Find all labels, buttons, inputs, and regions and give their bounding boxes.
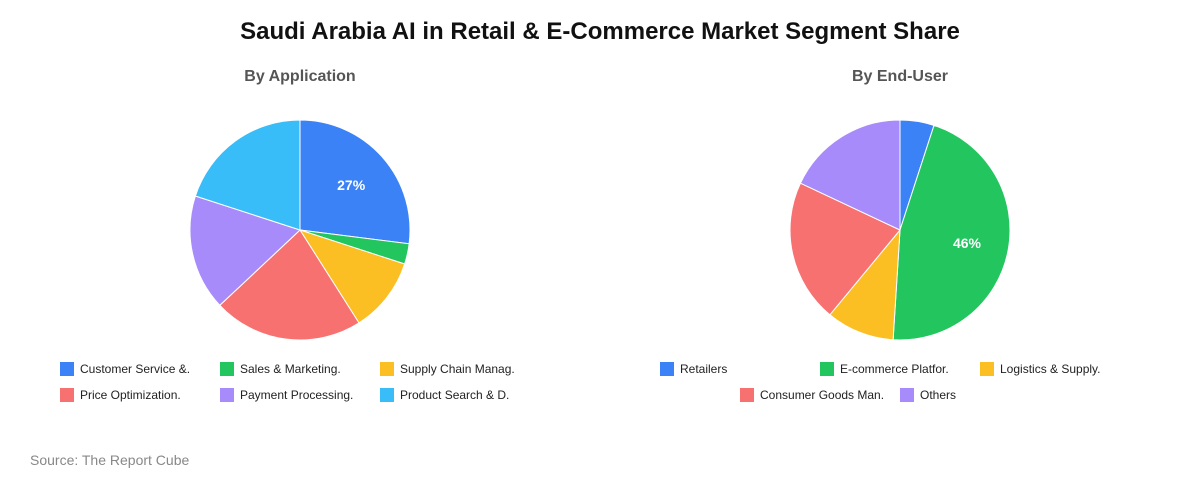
data-label: 46% — [953, 235, 982, 251]
legend-label: E-commerce Platfor. — [840, 362, 949, 376]
legend-swatch — [740, 388, 754, 402]
pie-title-end-user: By End-User — [851, 68, 949, 85]
legend-swatch — [900, 388, 914, 402]
source-note: Source: The Report Cube — [30, 452, 190, 468]
legend-item[interactable]: Retailers — [660, 362, 727, 376]
legend-item[interactable]: Sales & Marketing. — [220, 362, 341, 376]
legend-swatch — [820, 362, 834, 376]
pie-slice[interactable] — [298, 229, 406, 324]
legend-label: Price Optimization. — [80, 388, 181, 402]
legend-swatch — [60, 362, 74, 376]
legend-item[interactable]: Supply Chain Manag. — [380, 362, 515, 376]
legend-label: Consumer Goods Man. — [760, 388, 885, 402]
legend-swatch — [220, 388, 234, 402]
legend-label: Supply Chain Manag. — [400, 362, 515, 376]
pie-slice[interactable] — [189, 195, 301, 307]
pie-slice[interactable] — [799, 119, 901, 231]
legend-label: Others — [920, 388, 957, 402]
legend-item[interactable]: Payment Processing. — [220, 388, 353, 402]
legend-swatch — [380, 362, 394, 376]
legend-swatch — [220, 362, 234, 376]
pie-slice[interactable] — [219, 229, 360, 341]
data-label: 27% — [337, 177, 366, 193]
legend-swatch — [60, 388, 74, 402]
legend-label: Product Search & D. — [400, 388, 510, 402]
pie-slice[interactable] — [299, 119, 411, 245]
legend-label: Retailers — [680, 362, 728, 376]
pie-slice[interactable] — [194, 119, 301, 231]
legend-item[interactable]: Logistics & Supply. — [980, 362, 1101, 376]
legend-label: Sales & Marketing. — [240, 362, 341, 376]
legend-swatch — [380, 388, 394, 402]
legend-item[interactable]: Product Search & D. — [380, 388, 509, 402]
legend-label: Payment Processing. — [240, 388, 354, 402]
legend-item[interactable]: Customer Service &. — [60, 362, 190, 376]
pie-title-application: By Application — [244, 68, 356, 85]
legend-label: Customer Service &. — [80, 362, 191, 376]
legend-swatch — [980, 362, 994, 376]
legend-item[interactable]: E-commerce Platfor. — [820, 362, 949, 376]
legend-item[interactable]: Others — [900, 388, 956, 402]
pie-slice[interactable] — [892, 124, 1011, 341]
legend-swatch — [660, 362, 674, 376]
chart-title: Saudi Arabia AI in Retail & E-Commerce M… — [240, 18, 960, 45]
pie-slice[interactable] — [789, 182, 901, 316]
legend-label: Logistics & Supply. — [1000, 362, 1101, 376]
legend-item[interactable]: Price Optimization. — [60, 388, 181, 402]
legend-item[interactable]: Consumer Goods Man. — [740, 388, 884, 402]
